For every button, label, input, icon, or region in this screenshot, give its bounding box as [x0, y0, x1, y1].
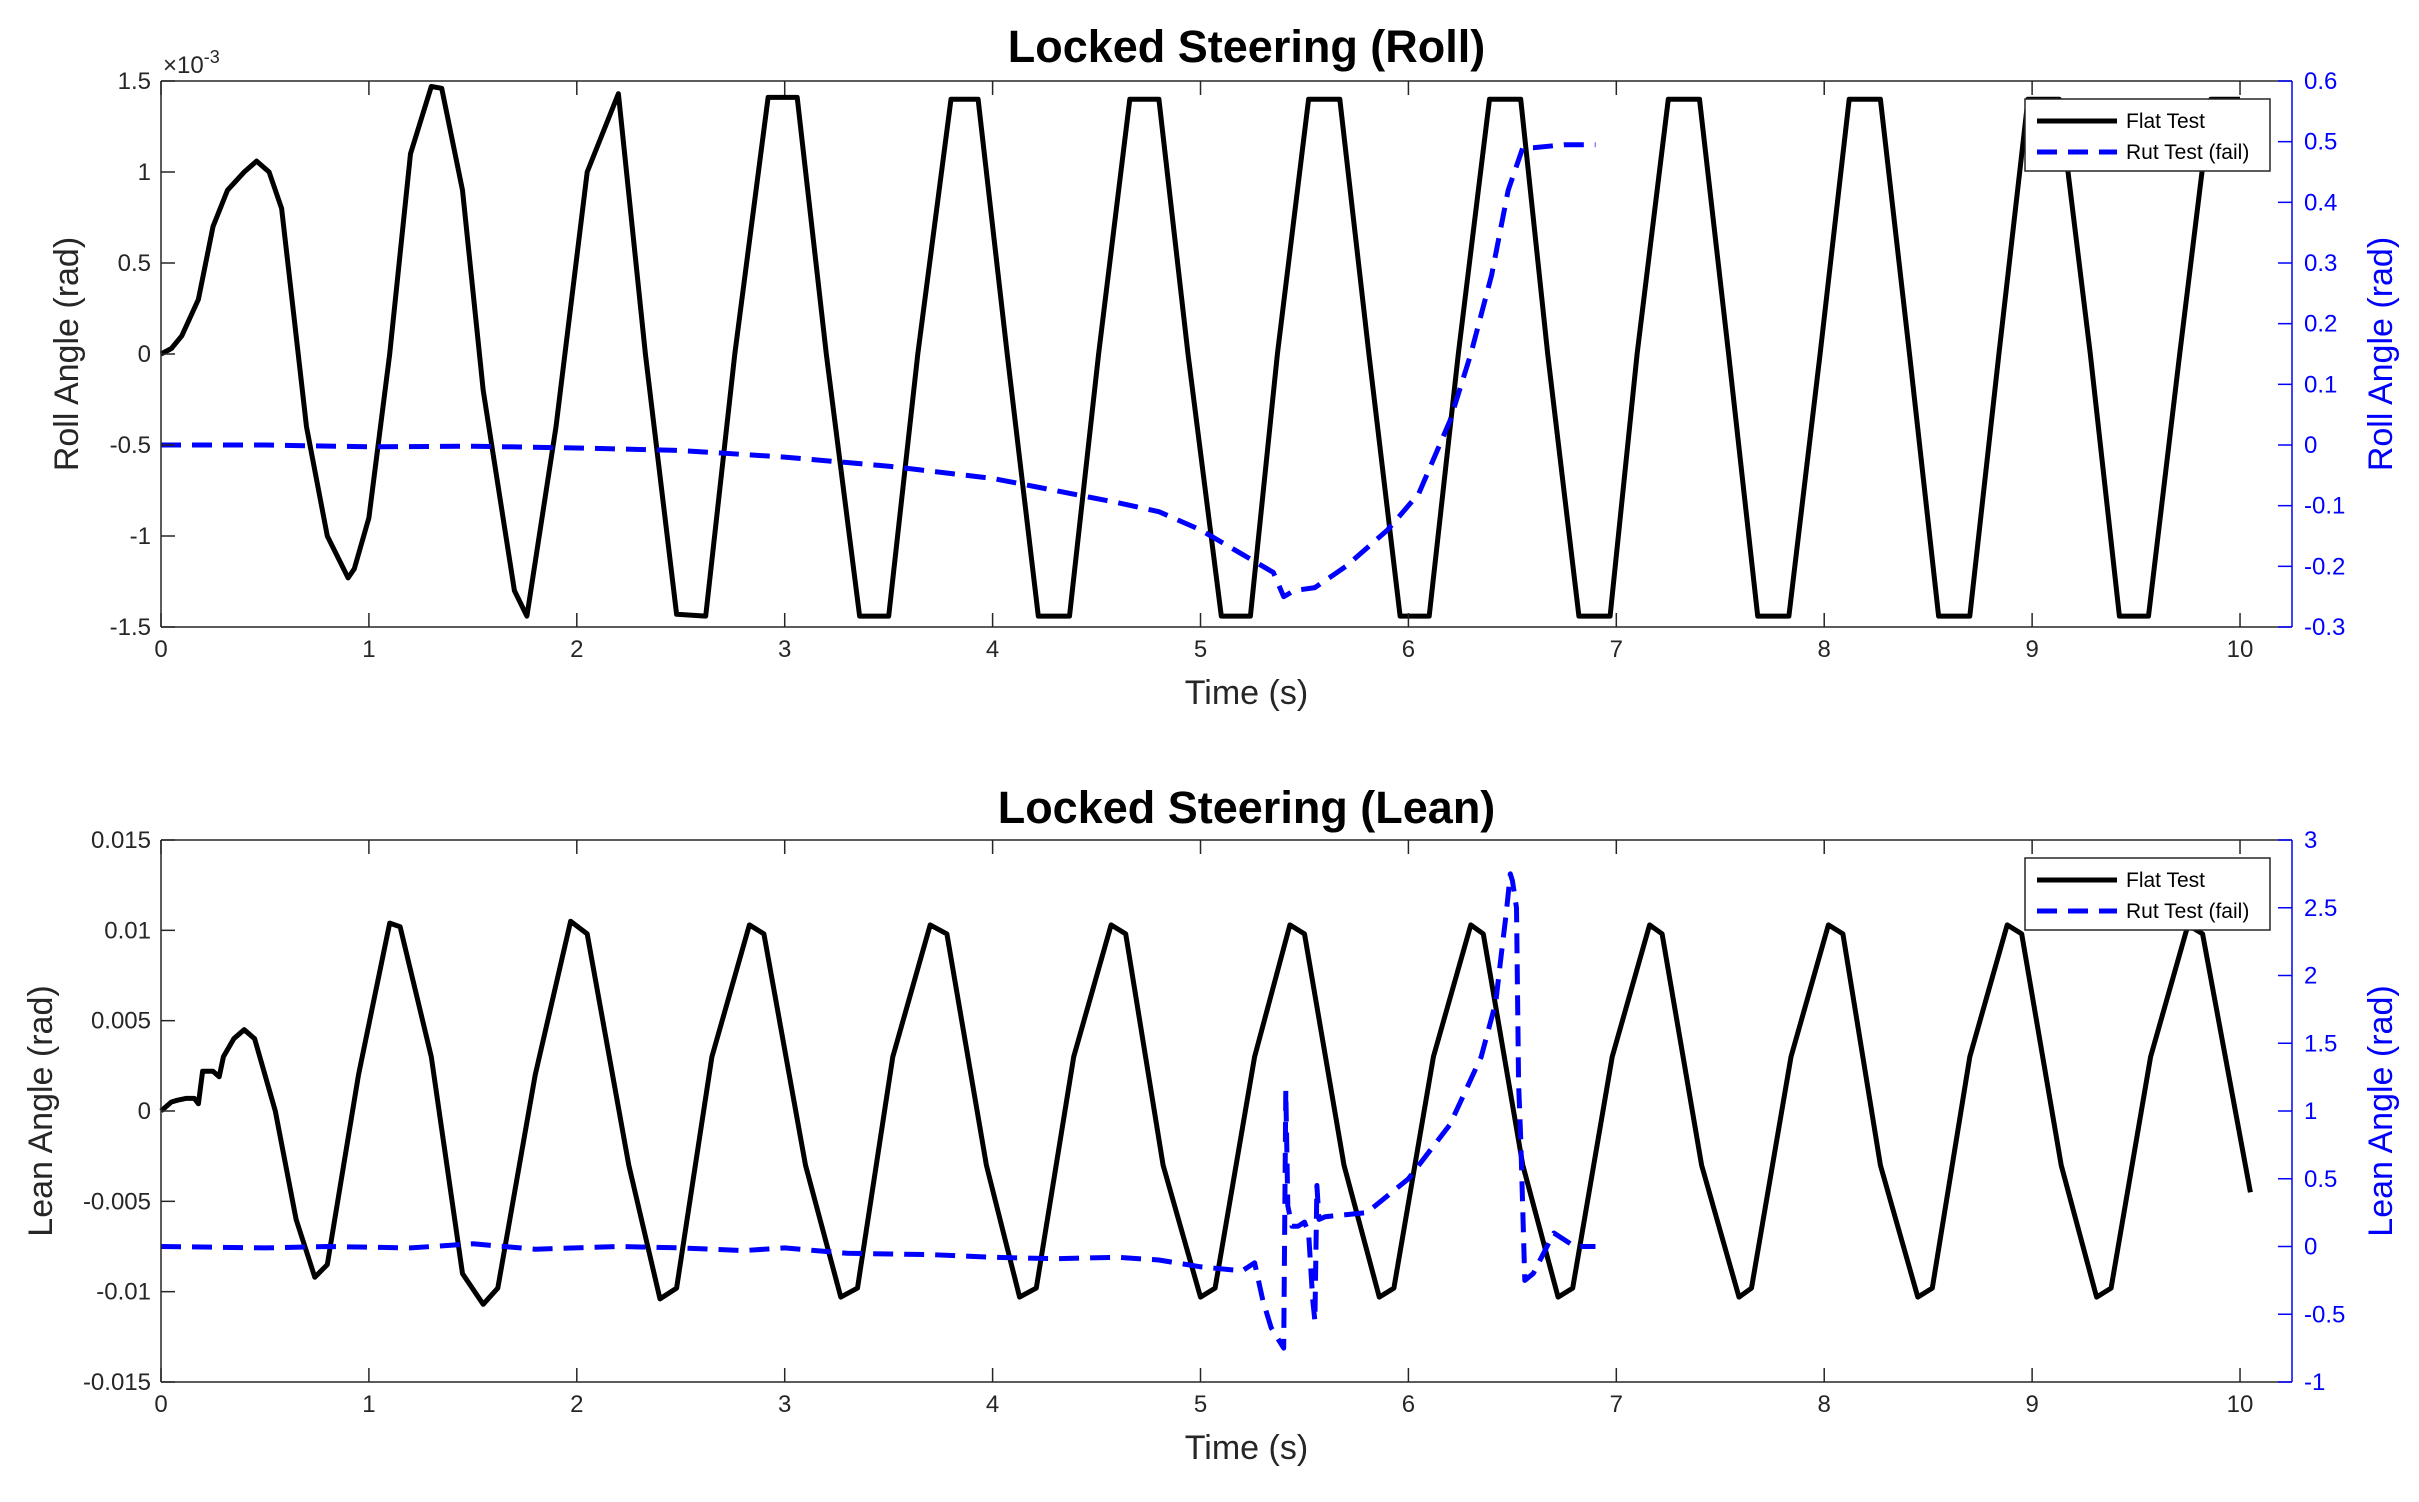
x-tick-label: 3: [778, 1391, 791, 1418]
x-tick-label: 2: [570, 1391, 583, 1418]
y-tick-label-right: 0.1: [2304, 371, 2337, 398]
y-tick-label-right: -0.5: [2304, 1301, 2345, 1328]
legend-label-rut-test: Rut Test (fail): [2126, 141, 2249, 164]
x-tick-label: 10: [2227, 636, 2254, 663]
y-tick-label-left: -0.5: [110, 432, 151, 459]
x-tick-label: 5: [1194, 1391, 1207, 1418]
x-tick-label: 7: [1610, 1391, 1623, 1418]
x-tick-label: 1: [362, 636, 375, 663]
y-tick-label-left: 1: [138, 159, 151, 186]
y-tick-label-right: -0.3: [2304, 614, 2345, 641]
chart-title: Locked Steering (Lean): [998, 782, 1496, 833]
y-axis-label-left: Roll Angle (rad): [48, 237, 86, 471]
x-axis-label: Time (s): [1185, 674, 1308, 712]
y-exponent-label: ×10-3: [163, 47, 220, 79]
y-tick-label-right: 0.5: [2304, 1166, 2337, 1193]
y-tick-label-right: 0.5: [2304, 129, 2337, 156]
x-tick-label: 9: [2025, 1391, 2038, 1418]
y-tick-label-right: -0.2: [2304, 553, 2345, 580]
y-tick-label-right: 1: [2304, 1098, 2317, 1125]
y-exponent-power: -3: [204, 47, 220, 67]
y-axis-label-left: Lean Angle (rad): [22, 985, 60, 1236]
legend-box: [2024, 98, 2271, 172]
legend-label-flat-test: Flat Test: [2126, 869, 2205, 892]
y-tick-label-right: 3: [2304, 827, 2317, 854]
x-tick-label: 10: [2227, 1391, 2254, 1418]
series-line-flat-test: [159, 918, 2253, 1307]
y-tick-label-left: -0.01: [96, 1279, 151, 1306]
y-tick-label-left: -1.5: [110, 614, 151, 641]
y-tick-label-right: 0.6: [2304, 68, 2337, 95]
series-line-rut-test: [161, 142, 1596, 600]
x-tick-label: 2: [570, 636, 583, 663]
roll-chart: 0 1 2 3 4 5 6 7 8 9 10 -1.5 -1 -0.5 0 0.5 1 1.5 -0.3 -0.2 -0…: [48, 21, 2400, 712]
legend: Flat Test Rut Test (fail): [2024, 857, 2271, 931]
plot-area: [161, 840, 2292, 1382]
y-tick-label-left: 0.015: [91, 827, 151, 854]
x-tick-label: 6: [1402, 636, 1415, 663]
y-tick-label-right: 1.5: [2304, 1030, 2337, 1057]
legend-label-rut-test: Rut Test (fail): [2126, 900, 2249, 923]
y-tick-label-right: 0.4: [2304, 189, 2337, 216]
y-tick-label-right: 2.5: [2304, 895, 2337, 922]
series-line-rut-test: [160, 871, 1596, 1351]
x-tick-label: 4: [986, 636, 999, 663]
y-axis-label-right: Lean Angle (rad): [2362, 985, 2400, 1236]
x-tick-label: 1: [362, 1391, 375, 1418]
x-tick-label: 3: [778, 636, 791, 663]
legend-box: [2024, 857, 2271, 931]
y-tick-label-left: -1: [130, 523, 151, 550]
y-tick-label-left: 0.5: [118, 250, 151, 277]
y-tick-label-right: -1: [2304, 1369, 2325, 1396]
series-line-flat-test: [159, 84, 2240, 619]
x-tick-label: 0: [154, 1391, 167, 1418]
x-axis-label: Time (s): [1185, 1429, 1308, 1467]
y-tick-label-left: 0.01: [104, 917, 151, 944]
y-tick-label-right: 0.2: [2304, 311, 2337, 338]
y-tick-label-right: 0.3: [2304, 250, 2337, 277]
x-tick-label: 8: [1818, 636, 1831, 663]
x-tick-label: 4: [986, 1391, 999, 1418]
x-tick-label: 9: [2025, 636, 2038, 663]
y-tick-label-left: 1.5: [118, 68, 151, 95]
plot-area: [161, 81, 2292, 627]
y-tick-label-right: 2: [2304, 963, 2317, 990]
x-tick-label: 5: [1194, 636, 1207, 663]
x-tick-label: 7: [1610, 636, 1623, 663]
y-tick-label-right: 0: [2304, 432, 2317, 459]
y-tick-label-right: 0: [2304, 1234, 2317, 1261]
x-tick-label: 0: [154, 636, 167, 663]
y-tick-label-left: 0: [138, 1098, 151, 1125]
y-axis-label-right: Roll Angle (rad): [2362, 237, 2400, 471]
y-tick-label-left: 0: [138, 341, 151, 368]
lean-chart: 0 1 2 3 4 5 6 7 8 9 10-0.015-0.01-0.00500.0050.010…: [22, 782, 2400, 1467]
y-tick-label-left: 0.005: [91, 1008, 151, 1035]
legend: Flat Test Rut Test (fail): [2024, 98, 2271, 172]
x-tick-label: 8: [1818, 1391, 1831, 1418]
legend-label-flat-test: Flat Test: [2126, 110, 2205, 133]
y-tick-label-left: -0.005: [83, 1188, 151, 1215]
y-tick-label-left: -0.015: [83, 1369, 151, 1396]
x-tick-label: 6: [1402, 1391, 1415, 1418]
chart-title: Locked Steering (Roll): [1008, 21, 1486, 72]
y-tick-label-right: -0.1: [2304, 493, 2345, 520]
